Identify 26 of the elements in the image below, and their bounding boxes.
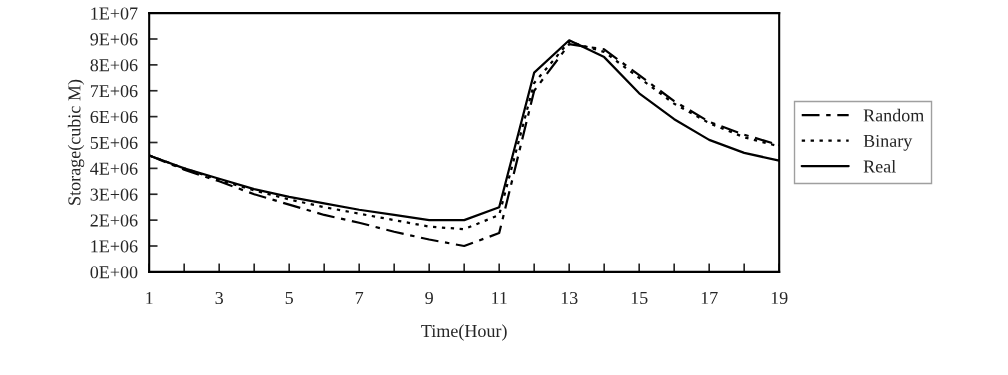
y-tick-label: 1E+07 — [91, 7, 138, 20]
legend-label: Binary — [863, 134, 913, 151]
legend-label: Real — [863, 159, 896, 173]
y-tick-label: 0E+00 — [90, 266, 138, 279]
x-tick-label: 1 — [146, 291, 153, 304]
x-tick-label: 15 — [631, 291, 648, 305]
x-tick-label: 13 — [561, 291, 578, 305]
legend-label: Random — [863, 108, 925, 122]
x-tick-label: 17 — [701, 291, 718, 304]
x-tick-label: 19 — [771, 291, 788, 305]
y-tick-label: 9E+06 — [90, 33, 138, 46]
y-tick-label: 7E+06 — [90, 85, 138, 98]
x-tick-label: 9 — [425, 291, 433, 305]
y-tick-label: 5E+06 — [90, 136, 138, 149]
y-tick-label: 2E+06 — [90, 214, 138, 227]
y-tick-label: 1E+06 — [91, 240, 138, 253]
y-tick-label: 3E+06 — [90, 188, 138, 201]
x-tick-label: 3 — [215, 291, 223, 305]
y-tick-label: 8E+06 — [90, 59, 138, 72]
y-tick-label: 4E+06 — [90, 162, 138, 175]
x-axis-title: Time(Hour) — [421, 324, 507, 341]
y-axis-title: Storage(cubic M) — [67, 79, 85, 205]
x-tick-label: 7 — [355, 292, 364, 304]
y-tick-label: 6E+06 — [90, 110, 138, 124]
x-tick-label: 11 — [492, 291, 507, 304]
x-tick-label: 5 — [285, 292, 293, 305]
